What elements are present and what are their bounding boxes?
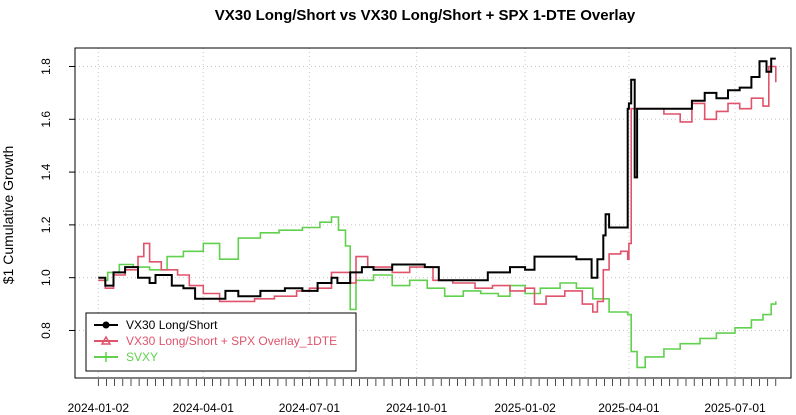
y-tick-label: 0.8 [39, 322, 53, 339]
gridlines [75, 48, 791, 378]
legend-label-1: VX30 Long/Short + SPX Overlay_1DTE [126, 334, 337, 348]
series-line-0 [98, 57, 776, 300]
x-tick-label: 2024-01-02 [68, 401, 130, 415]
series-line-1 [98, 65, 777, 313]
y-tick-label: 1.0 [39, 269, 53, 286]
y-tick-label: 1.6 [39, 111, 53, 128]
series-line-2 [98, 216, 777, 369]
legend-box [85, 312, 357, 372]
legend-marker-1 [100, 335, 112, 345]
y-tick-label: 1.2 [39, 216, 53, 233]
y-tick-label: 1.4 [39, 163, 53, 180]
y-axis-label: $1 Cumulative Growth [0, 146, 16, 285]
x-minor-ticks [97, 379, 777, 386]
chart-title: VX30 Long/Short vs VX30 Long/Short + SPX… [215, 7, 636, 24]
series-layer [98, 57, 777, 369]
legend-marker-0 [102, 321, 110, 329]
axes: 0.8 1.0 1.2 1.4 1.6 1.8 2024-01-02 2024-04-01 20… [39, 58, 777, 415]
legend-label-0: VX30 Long/Short [126, 318, 218, 332]
x-tick-label: 2024-10-01 [386, 401, 448, 415]
legend: VX30 Long/Short VX30 Long/Short + SPX Ove… [85, 312, 357, 372]
x-tick-label: 2024-07-01 [279, 401, 341, 415]
y-tick-label: 1.8 [39, 58, 53, 75]
legend-marker-2 [101, 352, 111, 362]
x-tick-label: 2025-07-01 [704, 401, 766, 415]
plot-border [74, 47, 792, 379]
x-tick-label: 2025-01-02 [494, 401, 556, 415]
x-tick-label: 2024-04-01 [173, 401, 235, 415]
x-tick-label: 2025-04-01 [598, 401, 660, 415]
legend-label-2: SVXY [126, 350, 158, 364]
